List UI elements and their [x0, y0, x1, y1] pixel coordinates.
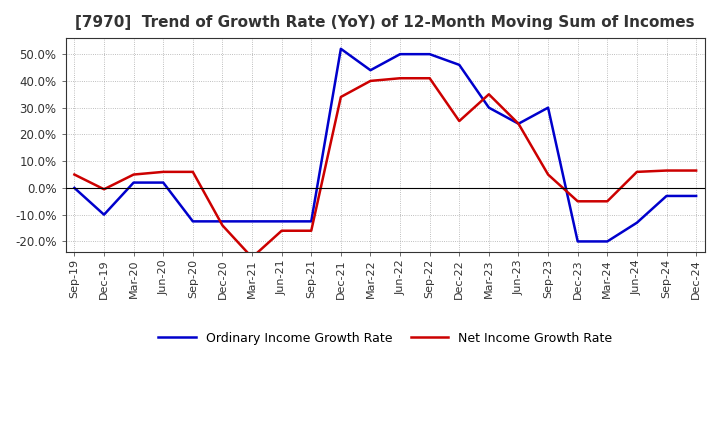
Net Income Growth Rate: [159, 169, 168, 175]
Ordinary Income Growth Rate: [603, 239, 611, 244]
Ordinary Income Growth Rate: [692, 193, 701, 198]
Net Income Growth Rate: [99, 187, 108, 192]
Ordinary Income Growth Rate: [70, 185, 78, 191]
Net Income Growth Rate: [336, 94, 345, 99]
Net Income Growth Rate: [544, 172, 552, 177]
Ordinary Income Growth Rate: [573, 239, 582, 244]
Title: [7970]  Trend of Growth Rate (YoY) of 12-Month Moving Sum of Incomes: [7970] Trend of Growth Rate (YoY) of 12-…: [76, 15, 695, 30]
Net Income Growth Rate: [455, 118, 464, 124]
Ordinary Income Growth Rate: [130, 180, 138, 185]
Ordinary Income Growth Rate: [662, 193, 671, 198]
Net Income Growth Rate: [396, 76, 405, 81]
Ordinary Income Growth Rate: [514, 121, 523, 126]
Net Income Growth Rate: [248, 255, 256, 260]
Net Income Growth Rate: [573, 199, 582, 204]
Ordinary Income Growth Rate: [248, 219, 256, 224]
Ordinary Income Growth Rate: [307, 219, 315, 224]
Ordinary Income Growth Rate: [426, 51, 434, 57]
Ordinary Income Growth Rate: [485, 105, 493, 110]
Legend: Ordinary Income Growth Rate, Net Income Growth Rate: Ordinary Income Growth Rate, Net Income …: [153, 327, 618, 350]
Ordinary Income Growth Rate: [544, 105, 552, 110]
Ordinary Income Growth Rate: [159, 180, 168, 185]
Net Income Growth Rate: [603, 199, 611, 204]
Ordinary Income Growth Rate: [396, 51, 405, 57]
Ordinary Income Growth Rate: [366, 68, 375, 73]
Ordinary Income Growth Rate: [189, 219, 197, 224]
Ordinary Income Growth Rate: [218, 219, 227, 224]
Net Income Growth Rate: [514, 121, 523, 126]
Line: Net Income Growth Rate: Net Income Growth Rate: [74, 78, 696, 257]
Net Income Growth Rate: [426, 76, 434, 81]
Net Income Growth Rate: [633, 169, 642, 175]
Net Income Growth Rate: [130, 172, 138, 177]
Net Income Growth Rate: [307, 228, 315, 233]
Ordinary Income Growth Rate: [99, 212, 108, 217]
Net Income Growth Rate: [218, 223, 227, 228]
Net Income Growth Rate: [485, 92, 493, 97]
Net Income Growth Rate: [277, 228, 286, 233]
Line: Ordinary Income Growth Rate: Ordinary Income Growth Rate: [74, 49, 696, 242]
Ordinary Income Growth Rate: [336, 46, 345, 51]
Ordinary Income Growth Rate: [277, 219, 286, 224]
Ordinary Income Growth Rate: [633, 220, 642, 225]
Net Income Growth Rate: [189, 169, 197, 175]
Net Income Growth Rate: [662, 168, 671, 173]
Net Income Growth Rate: [70, 172, 78, 177]
Net Income Growth Rate: [692, 168, 701, 173]
Ordinary Income Growth Rate: [455, 62, 464, 67]
Net Income Growth Rate: [366, 78, 375, 84]
